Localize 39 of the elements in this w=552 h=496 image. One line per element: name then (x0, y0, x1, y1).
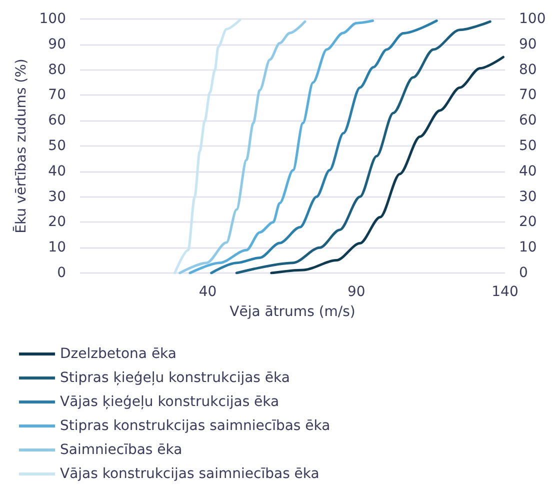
y2-tick-label: 30 (519, 188, 537, 205)
line-series (210, 20, 438, 274)
y2-tick-label: 40 (519, 163, 537, 180)
y2-tick-label: 70 (519, 87, 537, 104)
y-tick-label: 50 (48, 138, 66, 154)
legend-label: Vājas ķieģeļu konstrukcijas ēka (60, 394, 280, 410)
y2-tick-label: 60 (519, 112, 537, 129)
y-tick-label: 20 (48, 214, 66, 230)
y2-tick-label: 100 (519, 11, 546, 27)
legend-label: Stipras konstrukcijas saimniecības ēka (60, 418, 330, 434)
y-tick-label: 80 (48, 62, 66, 78)
legend-label: Dzelzbetona ēka (60, 346, 176, 362)
legend-label: Saimniecības ēka (60, 442, 182, 458)
legend-label: Stipras ķieģeļu konstrukcijas ēka (60, 370, 290, 386)
y2-tick-label: 0 (519, 265, 528, 281)
x-tick-label: 40 (198, 284, 217, 300)
y-axis-title: Ēku vērtības zudums (%) (12, 58, 30, 234)
y2-tick-label: 20 (519, 214, 537, 230)
line-series (174, 18, 242, 274)
x-tick-label: 90 (347, 284, 366, 300)
line-series (235, 20, 492, 274)
y2-tick-label: 80 (519, 62, 537, 78)
line-series (188, 20, 374, 274)
x-tick-label: 140 (492, 284, 518, 300)
y2-tick-label: 50 (519, 138, 537, 154)
y-tick-label: 70 (48, 87, 66, 104)
y-tick-label: 60 (48, 112, 66, 129)
y-tick-label: 10 (48, 240, 66, 256)
y-tick-label: 30 (48, 188, 66, 205)
y-tick-label: 100 (39, 11, 66, 27)
y-tick-label: 40 (48, 163, 66, 180)
line-series (270, 56, 504, 274)
y2-tick-label: 10 (519, 240, 537, 256)
line-series (178, 20, 306, 274)
y-tick-label: 0 (57, 265, 66, 281)
x-axis-title: Vēja ātrums (m/s) (230, 304, 356, 320)
y2-tick-label: 90 (519, 36, 537, 52)
y-tick-label: 90 (48, 36, 66, 52)
legend-label: Vājas konstrukcijas saimniecības ēka (60, 466, 320, 482)
